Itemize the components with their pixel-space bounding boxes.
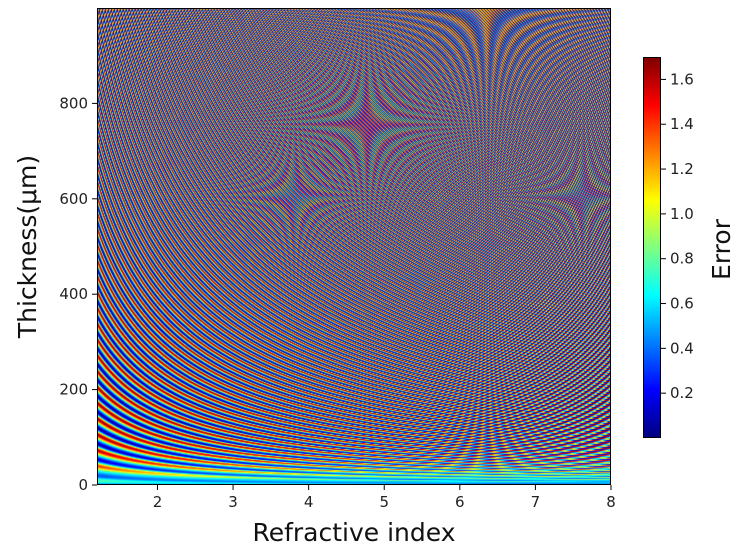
colorbar-gradient: [643, 57, 661, 438]
colorbar-tick-label: 0.6: [670, 295, 694, 313]
colorbar-ticks: 0.2 0.4 0.6 0.8 1.0 1.2 1.4 1.6: [661, 70, 694, 402]
x-tick-label: 6: [455, 493, 465, 511]
x-tick-label: 2: [153, 493, 163, 511]
colorbar-title: Error: [707, 218, 735, 280]
colorbar-tick-label: 0.4: [670, 339, 694, 357]
colorbar-tick-label: 1.4: [670, 115, 694, 133]
x-axis-title: Refractive index: [252, 518, 455, 547]
colorbar-tick-label: 0.8: [670, 250, 694, 268]
y-axis-ticks: 0 200 400 600 800: [59, 94, 97, 494]
colorbar-tick-label: 1.0: [670, 205, 694, 223]
heatmap-image: [97, 8, 611, 485]
y-tick-label: 600: [59, 190, 88, 208]
y-tick-label: 400: [59, 285, 88, 303]
x-tick-label: 4: [304, 493, 314, 511]
x-tick-label: 3: [228, 493, 238, 511]
y-tick-label: 0: [78, 476, 88, 494]
colorbar-tick-label: 1.2: [670, 160, 694, 178]
x-tick-label: 5: [379, 493, 389, 511]
y-tick-label: 200: [59, 381, 88, 399]
x-axis-ticks: 2 3 4 5 6 7 8: [153, 485, 616, 511]
x-tick-label: 8: [606, 493, 616, 511]
colorbar-tick-label: 1.6: [670, 70, 694, 88]
plot-frame: [97, 8, 611, 485]
y-axis-title: Thickness(μm): [13, 155, 42, 339]
colorbar-frame: [643, 57, 661, 438]
y-tick-label: 800: [59, 94, 88, 112]
colorbar-tick-label: 0.2: [670, 384, 694, 402]
heatmap-plot-area: [97, 8, 611, 485]
colorbar: 0.2 0.4 0.6 0.8 1.0 1.2 1.4 1.6 Error: [643, 57, 735, 438]
x-tick-label: 7: [531, 493, 541, 511]
